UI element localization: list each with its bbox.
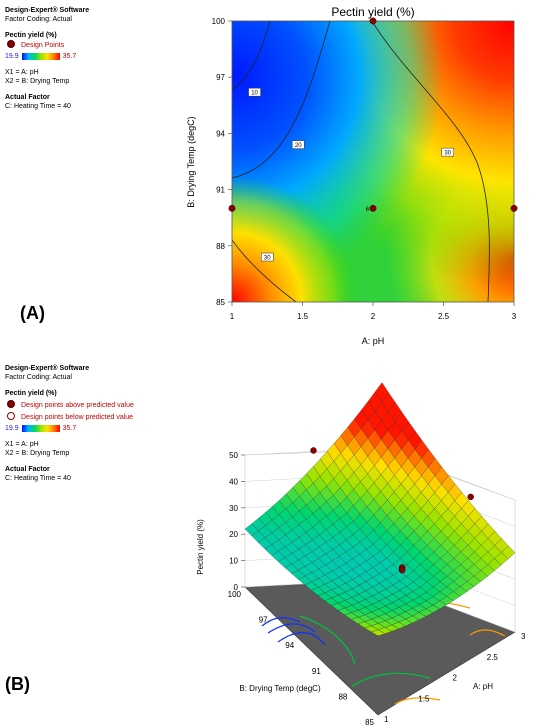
design-points-legend: Design Points (5, 40, 89, 50)
y-tick-label: 88 (216, 242, 225, 251)
contour-plot: 10 20 30 30 1 1.5 2 2.5 3 85 88 91 94 97 100 6 Pectin… (186, 5, 518, 346)
surface-axes: 0 10 20 30 40 50 1 1.5 2 2.5 3 85 88 91 94 97 100 (228, 451, 526, 727)
x2-def: X2 = B: Drying Temp (5, 450, 70, 457)
x-tick-label: 1 (230, 312, 235, 321)
x-tick-label: 1.5 (418, 694, 430, 703)
contour-title: Pectin yield (%) (331, 5, 414, 19)
x-tick-label: 2 (371, 312, 376, 321)
actual-factor-title: Actual Factor (5, 94, 50, 101)
actual-factor: C: Heating Time = 40 (5, 103, 71, 110)
contour-axes: 1 1.5 2 2.5 3 85 88 91 94 97 100 (212, 17, 517, 321)
x-tick-label: 2.5 (438, 312, 450, 321)
surface-zlabel: Pectin yield (%) (196, 519, 205, 575)
x1-def: X1 = A: pH (5, 69, 39, 76)
factor-coding: Factor Coding: Actual (5, 16, 72, 23)
design-point-icon (7, 40, 15, 48)
x-tick-label: 2.5 (487, 653, 499, 662)
z-tick-label: 40 (229, 477, 238, 486)
z-tick-label: 0 (234, 583, 239, 592)
y-tick-label: 91 (216, 186, 225, 195)
x1-def: X1 = A: pH (5, 441, 39, 448)
surface-plot: 0 10 20 30 40 50 1 1.5 2 2.5 3 85 88 91 94 97 100 Pectin… (196, 382, 526, 727)
center-point-label: 6 (366, 207, 370, 213)
contour-label: 20 (295, 143, 302, 149)
software-name: Design-Expert® Software (5, 7, 90, 14)
y-tick-label: 100 (212, 17, 226, 26)
colorbar-gradient (21, 425, 60, 432)
colorbar-min: 19.9 (5, 53, 19, 60)
legend-b: Design-Expert® Software Factor Coding: A… (5, 364, 134, 483)
contour-label-box (248, 87, 261, 97)
y-tick-label: 88 (338, 692, 347, 701)
above-legend: Design points above predicted value (5, 400, 134, 410)
colorbar-min: 19.9 (5, 425, 19, 432)
z-tick-label: 30 (229, 504, 238, 513)
y-tick-label: 94 (216, 129, 225, 138)
x-tick-label: 2 (453, 674, 458, 683)
response-name: Pectin yield (%) (5, 390, 57, 397)
contour-label: 10 (251, 91, 258, 97)
z-tick-label: 50 (229, 451, 238, 460)
panel-label-a: (A) (20, 303, 45, 323)
y-tick-label: 97 (259, 616, 268, 625)
surface-xlabel: A: pH (473, 682, 493, 691)
x-tick-label: 1.5 (297, 312, 309, 321)
panel-label-b: (B) (5, 674, 30, 694)
response-name: Pectin yield (%) (5, 32, 57, 39)
software-name: Design-Expert® Software (5, 365, 90, 372)
above-point-icon (7, 400, 15, 408)
x2-def: X2 = B: Drying Temp (5, 78, 70, 85)
x-tick-label: 3 (521, 632, 526, 641)
design-point (467, 493, 474, 501)
z-tick-label: 10 (229, 557, 238, 566)
y-tick-label: 85 (365, 718, 374, 727)
x-tick-label: 3 (512, 312, 517, 321)
contour-label-box (261, 252, 274, 262)
surface-design-points (310, 447, 474, 574)
design-point (510, 204, 518, 212)
contour-lines (232, 21, 490, 302)
colorbar: 19.9 35.7 (5, 52, 89, 61)
below-legend: Design points below predicted value (5, 412, 134, 422)
colorbar-max: 35.7 (62, 425, 77, 432)
contour-label-box (441, 147, 454, 157)
design-point (228, 204, 236, 212)
design-point (310, 447, 317, 454)
y-tick-label: 100 (228, 590, 242, 599)
contour-design-points: 6 (228, 17, 518, 213)
y-tick-label: 94 (285, 641, 294, 650)
colorbar-max: 35.7 (62, 53, 77, 60)
surface-facet (501, 545, 516, 560)
legend-a: Design-Expert® Software Factor Coding: A… (5, 6, 89, 111)
x-tick-label: 1 (384, 715, 389, 724)
contour-ylabel: B: Drying Temp (degC) (186, 116, 196, 207)
contour-xlabel: A: pH (362, 336, 385, 346)
contour-label: 30 (444, 151, 451, 157)
colorbar: 19.9 35.7 (5, 424, 134, 433)
contour-labels: 10 20 30 30 (248, 87, 454, 262)
contour-fill (232, 21, 514, 302)
factor-coding: Factor Coding: Actual (5, 374, 72, 381)
actual-factor-title: Actual Factor (5, 466, 50, 473)
contour-label-box (292, 140, 305, 149)
design-point (369, 17, 377, 25)
response-surface (244, 382, 516, 636)
y-tick-label: 85 (216, 298, 225, 307)
design-point (398, 566, 406, 574)
y-tick-label: 91 (312, 667, 321, 676)
surface-ylabel: B: Drying Temp (degC) (239, 684, 321, 693)
design-point (369, 204, 377, 212)
colorbar-gradient (21, 53, 60, 60)
below-point-icon (7, 412, 15, 420)
z-tick-label: 20 (229, 530, 238, 539)
actual-factor: C: Heating Time = 40 (5, 475, 71, 482)
y-tick-label: 97 (216, 73, 225, 82)
contour-label: 30 (264, 256, 271, 262)
